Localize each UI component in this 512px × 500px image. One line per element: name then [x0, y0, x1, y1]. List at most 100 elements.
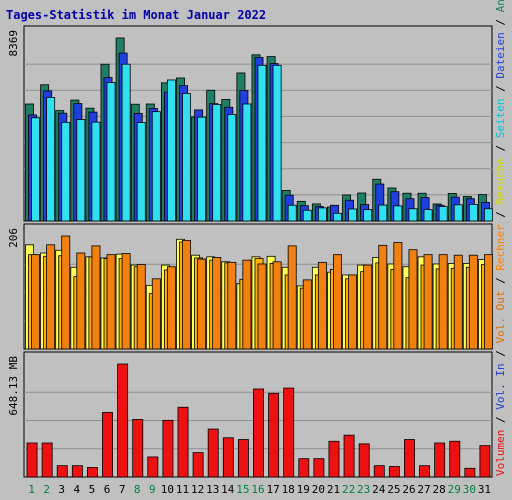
tick-label-day-5: 5: [89, 483, 96, 496]
bar-volumen-day-14: [222, 437, 234, 478]
legend-item-besuche: Besuche: [494, 158, 507, 204]
bar-seiten-day-16: [257, 64, 267, 222]
bar-seiten-day-17: [272, 64, 282, 222]
panel-requests: 8369: [7, 25, 493, 222]
bar-volumen-day-6: [102, 412, 113, 478]
tick-label-day-22: 22: [342, 483, 355, 496]
bar-volumen-day-23: [358, 443, 370, 478]
bar-volumen-day-1: [26, 442, 38, 478]
bar-seiten-day-28: [438, 206, 448, 222]
bar-seiten-day-15: [242, 103, 252, 222]
tick-label-day-2: 2: [43, 483, 50, 496]
bar-volumen-day-17: [268, 392, 280, 478]
y-max-label: 8369: [7, 30, 20, 57]
bar-vol-out-day-4: [76, 252, 86, 350]
legend-item-anfragen: Anfragen: [494, 0, 507, 12]
bar-volumen-day-11: [177, 406, 189, 478]
bar-volumen-day-27: [419, 465, 431, 478]
bar-seiten-day-21: [333, 212, 342, 222]
y-max-label: 206: [7, 228, 20, 248]
bar-seiten-day-30: [468, 203, 478, 222]
bar-seiten-day-11: [182, 93, 191, 222]
bar-vol-out-day-16: [257, 263, 267, 350]
tick-label-day-31: 31: [478, 483, 491, 496]
bar-seiten-day-24: [378, 204, 388, 222]
bar-seiten-day-14: [227, 114, 237, 222]
bar-vol-out-day-27: [423, 254, 433, 350]
bar-vol-out-day-8: [136, 264, 146, 350]
legend-separator: /: [494, 79, 507, 99]
bar-seiten-day-9: [151, 111, 161, 222]
tick-label-day-30: 30: [463, 483, 476, 496]
tick-label-day-9: 9: [149, 483, 156, 496]
bar-volumen-day-19: [298, 458, 310, 478]
bar-volumen-day-29: [449, 440, 461, 478]
bar-vol-out-day-14: [227, 261, 237, 350]
legend-separator: /: [494, 12, 507, 32]
bar-volumen-day-9: [147, 456, 159, 478]
legend-item-vol-out: Vol. Out: [494, 291, 507, 344]
tick-label-day-16: 16: [251, 483, 264, 496]
bar-volumen-day-12: [192, 452, 204, 478]
bar-seiten-day-27: [423, 209, 433, 222]
legend-separator: /: [494, 344, 507, 364]
tick-label-day-27: 27: [417, 483, 430, 496]
bar-vol-out-day-1: [31, 254, 41, 350]
legend-item-seiten: Seiten: [494, 98, 507, 138]
bar-vol-out-day-25: [393, 242, 403, 350]
legend-item-vol-in: Vol. In: [494, 363, 507, 409]
tick-label-day-13: 13: [206, 483, 219, 496]
legend-item-dateien: Dateien: [494, 32, 507, 78]
bar-volumen-day-26: [404, 439, 415, 478]
bar-vol-out-day-31: [483, 254, 493, 350]
bar-volumen-day-15: [237, 439, 249, 478]
legend-separator: /: [494, 138, 507, 158]
bar-seiten-day-5: [91, 121, 101, 222]
tick-label-day-18: 18: [282, 483, 295, 496]
bar-volumen-day-5: [86, 467, 98, 478]
bar-vol-out-day-30: [468, 254, 478, 350]
bar-seiten-day-23: [363, 209, 373, 222]
bar-seiten-day-8: [136, 122, 146, 222]
bar-vol-out-day-24: [378, 244, 388, 350]
bar-seiten-day-13: [212, 104, 222, 222]
panel-visits: 206: [7, 223, 493, 350]
tick-label-day-20: 20: [312, 483, 325, 496]
bar-seiten-day-3: [61, 121, 71, 222]
bar-seiten-day-6: [106, 82, 116, 222]
bar-seiten-day-4: [76, 119, 86, 222]
y-max-label: 648.13 MB: [7, 356, 20, 416]
bar-seiten-day-31: [483, 208, 493, 222]
tick-label-day-21: 21: [327, 483, 340, 496]
bar-volumen-day-22: [343, 434, 355, 478]
tick-label-day-17: 17: [266, 483, 279, 496]
bar-vol-out-day-26: [408, 249, 418, 350]
bar-volumen-day-30: [464, 467, 476, 478]
bar-vol-out-day-13: [212, 256, 222, 350]
chart-title: Tages-Statistik im Monat Januar 2022: [6, 8, 266, 22]
bar-volumen-day-8: [132, 419, 144, 478]
bar-vol-out-day-17: [272, 261, 282, 350]
bar-volumen-day-28: [434, 442, 446, 478]
tick-label-day-3: 3: [58, 483, 65, 496]
tick-label-day-25: 25: [387, 483, 400, 496]
bar-vol-out-day-10: [166, 266, 176, 350]
bar-volumen-day-3: [56, 465, 68, 478]
bar-seiten-day-10: [166, 79, 176, 222]
tick-label-day-26: 26: [402, 483, 415, 496]
bar-volumen-day-4: [71, 465, 83, 478]
bar-vol-out-day-19: [302, 279, 312, 350]
bar-seiten-day-18: [287, 204, 297, 222]
tick-label-day-10: 10: [161, 483, 174, 496]
tick-label-day-29: 29: [448, 483, 461, 496]
tick-label-day-28: 28: [433, 483, 446, 496]
bar-seiten-day-20: [317, 207, 327, 222]
tick-label-day-24: 24: [372, 483, 386, 496]
bar-volumen-day-7: [117, 363, 129, 478]
legend-separator: /: [494, 271, 507, 291]
tick-label-day-14: 14: [221, 483, 235, 496]
bar-seiten-day-12: [197, 116, 207, 222]
bar-vol-out-day-9: [151, 278, 161, 350]
